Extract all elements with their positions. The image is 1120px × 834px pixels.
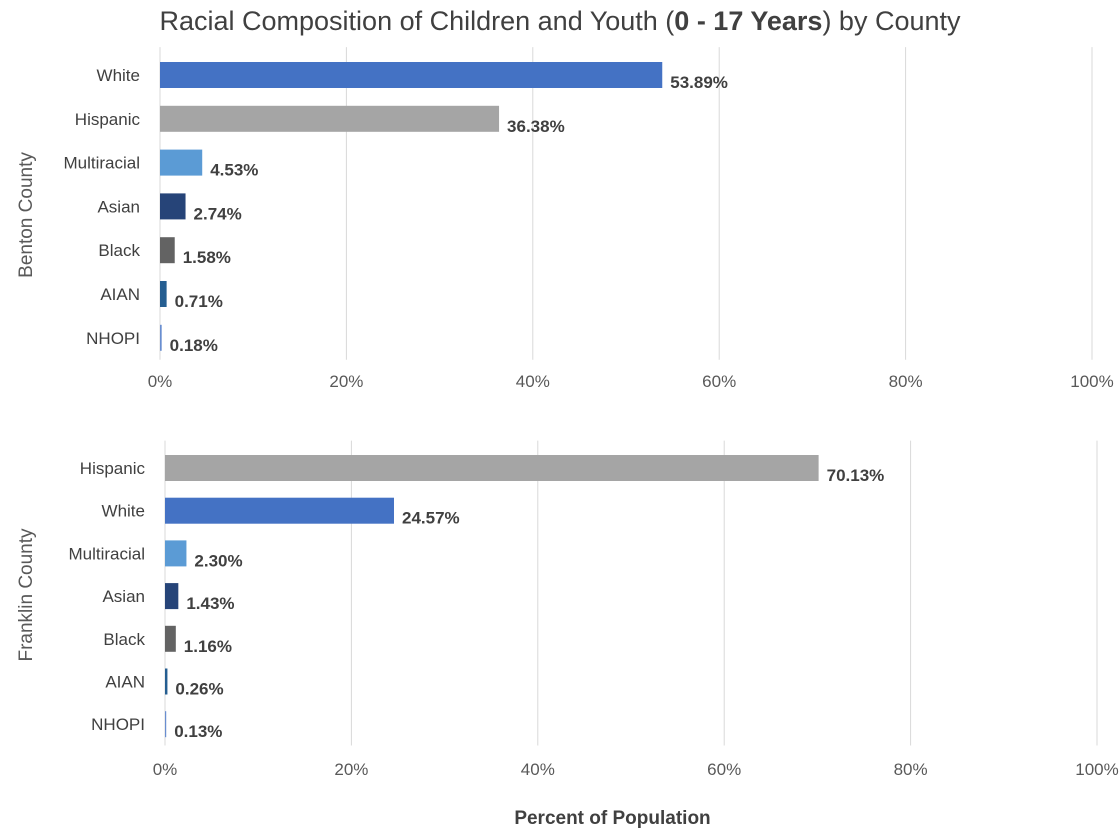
franklin-category-label: Multiracial: [68, 544, 145, 563]
franklin-tick-label: 0%: [153, 760, 178, 779]
franklin-bar-white: [165, 497, 394, 524]
franklin-category-label: Black: [103, 630, 145, 649]
chart-title: Racial Composition of Children and Youth…: [0, 6, 1120, 37]
franklin-data-label: 24.57%: [402, 509, 460, 528]
chart-title-prefix: Racial Composition of Children and Youth…: [159, 6, 675, 36]
franklin-tick-label: 60%: [707, 760, 741, 779]
franklin-category-label: White: [102, 502, 145, 521]
franklin-bar-asian: [165, 583, 179, 610]
benton-tick-label: 60%: [702, 372, 736, 391]
franklin-category-label: NHOPI: [91, 715, 145, 734]
franklin-bar-hispanic: [165, 455, 819, 481]
x-axis-label: Percent of Population: [514, 808, 711, 829]
benton-category-label: Hispanic: [75, 110, 141, 129]
benton-data-label: 2.74%: [194, 204, 242, 223]
franklin-tick-label: 100%: [1075, 760, 1118, 779]
benton-bar-hispanic: [160, 105, 500, 132]
franklin-data-label: 0.26%: [175, 680, 223, 699]
benton-tick-label: 100%: [1070, 372, 1113, 391]
franklin-category-label: Asian: [102, 587, 145, 606]
franklin-data-label: 1.16%: [184, 637, 232, 656]
franklin-bar-aian: [165, 668, 168, 695]
benton-data-label: 0.18%: [170, 336, 218, 355]
franklin-county-label: Franklin County: [16, 528, 37, 662]
franklin-data-label: 0.13%: [174, 722, 222, 741]
franklin-bar-black: [165, 625, 176, 652]
franklin-tick-label: 20%: [334, 760, 368, 779]
benton-bar-aian: [160, 281, 167, 307]
franklin-tick-label: 80%: [894, 760, 928, 779]
benton-data-label: 53.89%: [670, 73, 728, 92]
benton-tick-label: 0%: [148, 372, 173, 391]
benton-bar-black: [160, 237, 175, 264]
benton-category-label: AIAN: [100, 285, 140, 304]
franklin-data-label: 2.30%: [194, 551, 242, 570]
benton-tick-label: 20%: [329, 372, 363, 391]
benton-data-label: 4.53%: [210, 161, 258, 180]
franklin-category-label: Hispanic: [80, 459, 146, 478]
benton-tick-label: 80%: [889, 372, 923, 391]
benton-bar-white: [160, 62, 663, 88]
franklin-category-label: AIAN: [105, 673, 145, 692]
franklin-data-label: 1.43%: [186, 594, 234, 613]
benton-category-label: Black: [98, 241, 140, 260]
benton-bar-multiracial: [160, 149, 203, 176]
chart-title-suffix: ) by County: [822, 6, 961, 36]
benton-data-label: 0.71%: [175, 292, 223, 311]
benton-category-label: Asian: [97, 197, 140, 216]
benton-category-label: White: [97, 66, 140, 85]
chart-title-bold: 0 - 17 Years: [674, 6, 823, 36]
franklin-bar-multiracial: [165, 540, 187, 567]
benton-category-label: NHOPI: [86, 329, 140, 348]
benton-bar-asian: [160, 193, 186, 220]
franklin-tick-label: 40%: [521, 760, 555, 779]
benton-county-label: Benton County: [16, 152, 37, 278]
benton-bar-nhopi: [160, 324, 162, 351]
benton-category-label: Multiracial: [63, 154, 140, 173]
franklin-bar-nhopi: [165, 711, 167, 738]
benton-data-label: 36.38%: [507, 117, 565, 136]
franklin-data-label: 70.13%: [827, 466, 885, 485]
benton-tick-label: 40%: [516, 372, 550, 391]
benton-data-label: 1.58%: [183, 248, 231, 267]
